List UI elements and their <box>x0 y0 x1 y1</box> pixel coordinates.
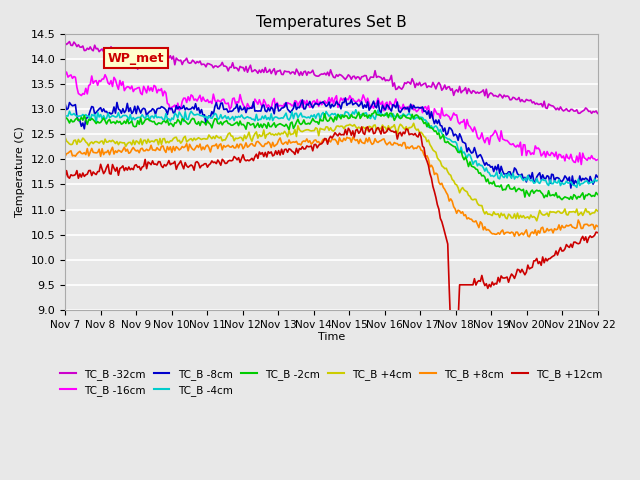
TC_B -2cm <box>127 120 134 125</box>
TC_B +8cm <box>294 141 301 147</box>
TC_B +4cm <box>294 123 301 129</box>
TC_B -8cm <box>594 174 602 180</box>
X-axis label: Time: Time <box>317 333 345 342</box>
TC_B +4cm <box>533 218 541 224</box>
TC_B -4cm <box>594 178 602 183</box>
TC_B +12cm <box>567 241 575 247</box>
TC_B -4cm <box>61 113 69 119</box>
TC_B +12cm <box>127 167 134 173</box>
TC_B -16cm <box>239 102 247 108</box>
Line: TC_B -32cm: TC_B -32cm <box>65 42 598 113</box>
TC_B -8cm <box>566 174 573 180</box>
TC_B -4cm <box>566 180 573 186</box>
TC_B -4cm <box>573 184 580 190</box>
TC_B -8cm <box>61 100 69 106</box>
TC_B +12cm <box>294 150 301 156</box>
TC_B -2cm <box>558 197 566 203</box>
TC_B -2cm <box>220 120 228 125</box>
TC_B +8cm <box>237 142 245 147</box>
TC_B -2cm <box>371 108 379 113</box>
TC_B -32cm <box>248 69 256 74</box>
Line: TC_B -2cm: TC_B -2cm <box>65 110 598 200</box>
TC_B -8cm <box>127 105 134 111</box>
TC_B -32cm <box>296 72 303 78</box>
TC_B +12cm <box>450 393 458 398</box>
TC_B -8cm <box>246 105 254 110</box>
Line: TC_B +12cm: TC_B +12cm <box>65 127 598 396</box>
TC_B +8cm <box>525 234 533 240</box>
Title: Temperatures Set B: Temperatures Set B <box>256 15 406 30</box>
TC_B -2cm <box>594 192 602 197</box>
TC_B -2cm <box>246 122 254 128</box>
Line: TC_B +4cm: TC_B +4cm <box>65 123 598 221</box>
TC_B +8cm <box>127 150 134 156</box>
TC_B -32cm <box>566 108 573 114</box>
TC_B -8cm <box>567 185 575 191</box>
TC_B -4cm <box>294 115 301 120</box>
TC_B -8cm <box>342 95 349 101</box>
TC_B -2cm <box>294 116 301 122</box>
TC_B -16cm <box>221 100 229 106</box>
TC_B -16cm <box>577 162 585 168</box>
Line: TC_B -8cm: TC_B -8cm <box>65 98 598 188</box>
TC_B -16cm <box>61 72 69 78</box>
Line: TC_B -4cm: TC_B -4cm <box>65 110 598 187</box>
TC_B +4cm <box>127 140 134 145</box>
TC_B +4cm <box>594 208 602 214</box>
Y-axis label: Temperature (C): Temperature (C) <box>15 127 25 217</box>
TC_B -16cm <box>296 99 303 105</box>
TC_B +8cm <box>61 154 69 159</box>
TC_B -16cm <box>128 83 136 89</box>
TC_B +4cm <box>237 135 245 141</box>
TC_B -2cm <box>567 193 575 199</box>
TC_B +12cm <box>61 175 69 181</box>
TC_B -16cm <box>566 156 573 162</box>
TC_B -2cm <box>61 116 69 122</box>
TC_B +4cm <box>220 137 228 143</box>
TC_B -16cm <box>63 69 70 75</box>
Legend: TC_B -32cm, TC_B -16cm, TC_B -8cm, TC_B -4cm, TC_B -2cm, TC_B +4cm, TC_B +8cm, T: TC_B -32cm, TC_B -16cm, TC_B -8cm, TC_B … <box>56 365 607 400</box>
TC_B +8cm <box>220 143 228 148</box>
TC_B -4cm <box>352 107 360 113</box>
TC_B +8cm <box>246 141 254 147</box>
TC_B +4cm <box>61 134 69 140</box>
TC_B +12cm <box>237 156 245 161</box>
TC_B -2cm <box>237 122 245 128</box>
TC_B -4cm <box>220 114 228 120</box>
TC_B +12cm <box>220 158 228 164</box>
TC_B -4cm <box>237 112 245 118</box>
TC_B -32cm <box>61 40 69 46</box>
TC_B +4cm <box>410 120 417 126</box>
TC_B +4cm <box>246 135 254 141</box>
TC_B +4cm <box>567 209 575 215</box>
TC_B -4cm <box>246 115 254 120</box>
TC_B -16cm <box>594 156 602 162</box>
TC_B -32cm <box>594 110 602 116</box>
TC_B +8cm <box>567 222 575 228</box>
TC_B -8cm <box>294 104 301 110</box>
Line: TC_B +8cm: TC_B +8cm <box>65 137 598 237</box>
TC_B -32cm <box>239 65 247 71</box>
TC_B +8cm <box>594 223 602 229</box>
TC_B -32cm <box>221 63 229 69</box>
TC_B -4cm <box>127 112 134 118</box>
TC_B +12cm <box>379 124 387 130</box>
Line: TC_B -16cm: TC_B -16cm <box>65 72 598 165</box>
TC_B +12cm <box>246 157 254 163</box>
TC_B +12cm <box>594 230 602 236</box>
TC_B -8cm <box>220 107 228 112</box>
Text: WP_met: WP_met <box>108 51 164 64</box>
TC_B -32cm <box>66 39 74 45</box>
TC_B -32cm <box>128 59 136 64</box>
TC_B -16cm <box>248 103 256 109</box>
TC_B -8cm <box>237 107 245 113</box>
TC_B +8cm <box>349 134 356 140</box>
